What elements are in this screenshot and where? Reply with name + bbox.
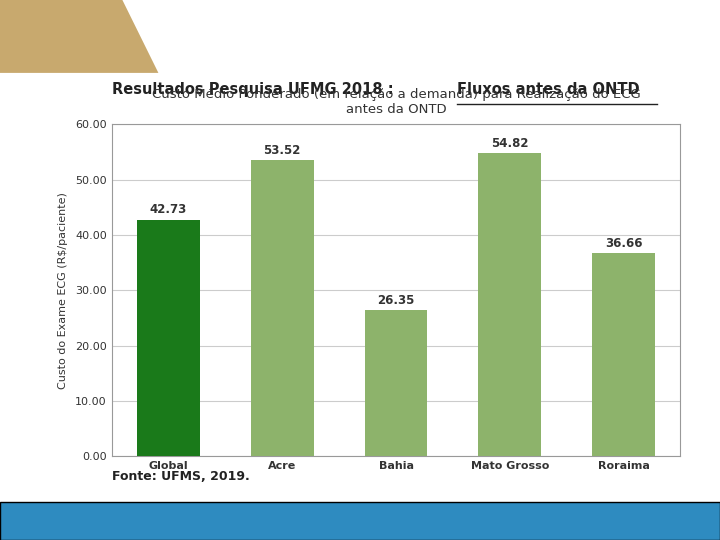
Title: Custo Médio Ponderado (em relação a demanda) para Realização do ECG
antes da ONT: Custo Médio Ponderado (em relação a dema… xyxy=(152,88,640,116)
Text: Fluxos antes da ONTD: Fluxos antes da ONTD xyxy=(457,82,640,97)
Text: Fonte: UFMS, 2019.: Fonte: UFMS, 2019. xyxy=(112,470,249,483)
Text: 42.73: 42.73 xyxy=(150,204,187,217)
Bar xyxy=(479,153,541,456)
Text: 26.35: 26.35 xyxy=(377,294,415,307)
Text: 53.52: 53.52 xyxy=(264,144,301,157)
Text: 54.82: 54.82 xyxy=(491,137,528,150)
Polygon shape xyxy=(0,0,158,73)
Text: 36.66: 36.66 xyxy=(605,237,642,250)
Bar xyxy=(593,253,654,456)
Text: TELEDIAGNÓSTICO ECG: TELEDIAGNÓSTICO ECG xyxy=(215,21,577,49)
Text: Resultados Pesquisa UFMG 2018 :: Resultados Pesquisa UFMG 2018 : xyxy=(112,82,398,97)
Bar xyxy=(365,310,427,456)
FancyBboxPatch shape xyxy=(0,502,720,540)
Y-axis label: Custo do Exame ECG (R$/paciente): Custo do Exame ECG (R$/paciente) xyxy=(58,192,68,389)
Bar xyxy=(138,220,199,456)
Bar xyxy=(251,160,313,456)
